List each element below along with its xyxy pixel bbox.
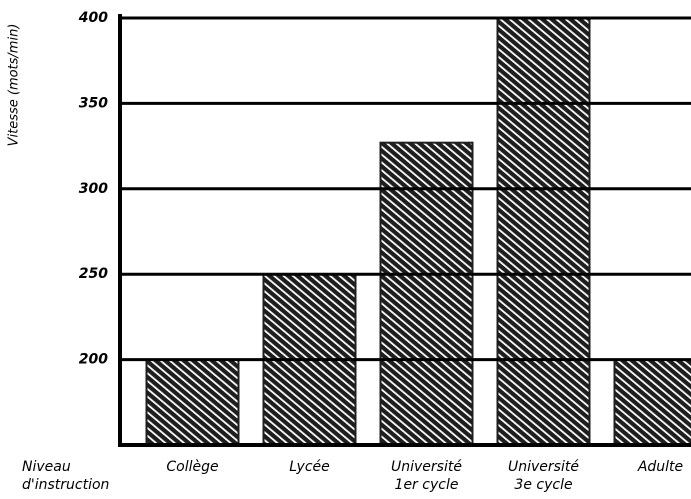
bar xyxy=(147,360,239,445)
y-axis-title: Vitesse (mots/min) xyxy=(7,24,22,147)
y-tick-label: 400 xyxy=(78,10,108,26)
page: Vitesse (mots/min) 200 250 300 350 400 Nivea… xyxy=(0,0,691,499)
x-axis-title: Niveau d'instruction xyxy=(22,458,122,494)
y-tick-label: 200 xyxy=(79,352,108,368)
x-tick-label: Université 3e cycle xyxy=(502,458,586,494)
x-tick-label: Collège xyxy=(151,458,235,476)
y-tick-label: 300 xyxy=(79,181,108,197)
bar xyxy=(498,18,590,445)
x-tick-label: Adulte xyxy=(619,458,691,476)
y-tick-label: 250 xyxy=(79,266,108,282)
chart: Vitesse (mots/min) 200 250 300 350 400 xyxy=(0,0,691,499)
bar xyxy=(615,360,691,445)
y-tick-label: 350 xyxy=(79,95,108,111)
x-tick-label: Université 1er cycle xyxy=(385,458,469,494)
x-tick-label: Lycée xyxy=(268,458,352,476)
